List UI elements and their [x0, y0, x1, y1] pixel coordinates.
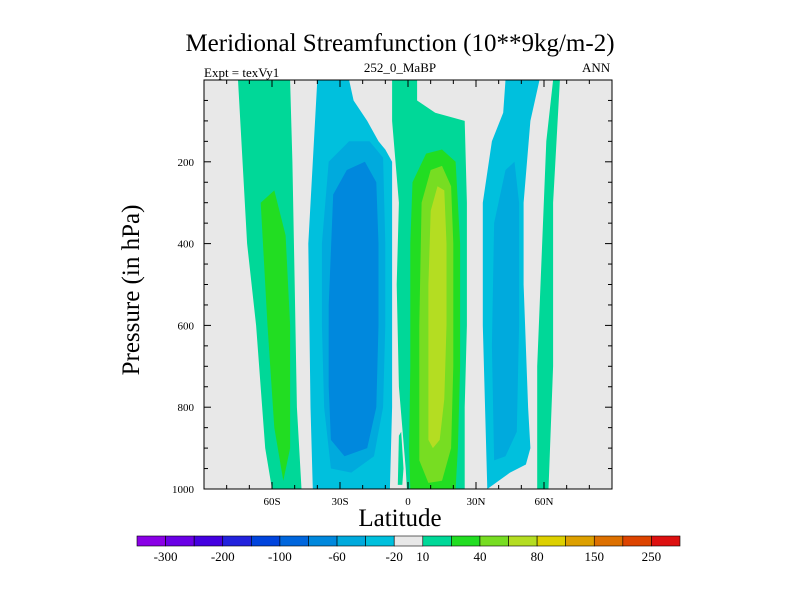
y-tick-label: 1000	[172, 484, 195, 496]
colorbar-box	[193, 535, 224, 547]
colorbar-box	[251, 535, 281, 547]
colorbar-box	[508, 535, 538, 547]
colorbar-box	[136, 535, 166, 547]
contour-region-nh-subtropical-cell-core	[428, 186, 447, 449]
colorbar-label: -100	[268, 549, 292, 564]
colorbar-label: -300	[154, 549, 178, 564]
colorbar: -300 -200 -100 -60 -20 10 40 80 150 250	[136, 535, 681, 564]
colorbar-box	[336, 535, 366, 547]
colorbar-label: 10	[416, 549, 429, 564]
contour-region-nh-polar-cell-outer	[537, 80, 560, 489]
colorbar-label: -60	[328, 549, 345, 564]
colorbar-label: 80	[531, 549, 544, 564]
x-tick-label: 30S	[331, 496, 348, 508]
colorbar-label: -20	[386, 549, 403, 564]
colorbar-box	[593, 535, 624, 547]
colorbar-label: -200	[211, 549, 235, 564]
colorbar-box	[279, 535, 309, 547]
colorbar-label: 150	[585, 549, 605, 564]
colorbar-box	[451, 535, 481, 547]
colorbar-label: 250	[642, 549, 662, 564]
x-tick-label: 30N	[467, 496, 486, 508]
colorbar-box	[536, 535, 566, 547]
x-tick-label: 60S	[263, 496, 280, 508]
y-tick-label: 600	[178, 320, 195, 332]
period-label: 252_0_MaBP	[363, 60, 437, 75]
contour-region-sh-polar-cell	[260, 190, 291, 481]
contour-region-nh-ferrel-cell	[491, 161, 520, 461]
colorbar-box	[479, 535, 509, 547]
y-tick-label: 800	[178, 402, 195, 414]
axes: 60S 30S 0 30N 60N 200 400 600 800 1000	[172, 79, 613, 508]
contour-region-sh-ferrel-cell-core	[328, 161, 379, 457]
colorbar-box	[565, 535, 595, 547]
season-label: ANN	[582, 60, 611, 75]
colorbar-box	[222, 535, 252, 547]
colorbar-box	[622, 535, 652, 547]
colorbar-box	[165, 535, 195, 547]
colorbar-box	[422, 535, 452, 547]
colorbar-box	[393, 535, 424, 547]
x-tick-label: 0	[405, 496, 411, 508]
x-tick-label: 60N	[535, 496, 554, 508]
contour-region-equatorial-sliver	[397, 431, 404, 485]
plot-area	[204, 80, 612, 489]
x-axis-title: Latitude	[358, 505, 442, 532]
y-tick-label: 200	[178, 157, 195, 169]
colorbar-label: 40	[473, 549, 486, 564]
chart-title: Meridional Streamfunction (10**9kg/m-2)	[185, 30, 615, 57]
colorbar-box	[651, 535, 681, 547]
colorbar-box	[365, 535, 395, 547]
y-tick-label: 400	[178, 239, 195, 251]
experiment-label: Expt = texVy1	[204, 65, 280, 80]
colorbar-box	[308, 535, 338, 547]
